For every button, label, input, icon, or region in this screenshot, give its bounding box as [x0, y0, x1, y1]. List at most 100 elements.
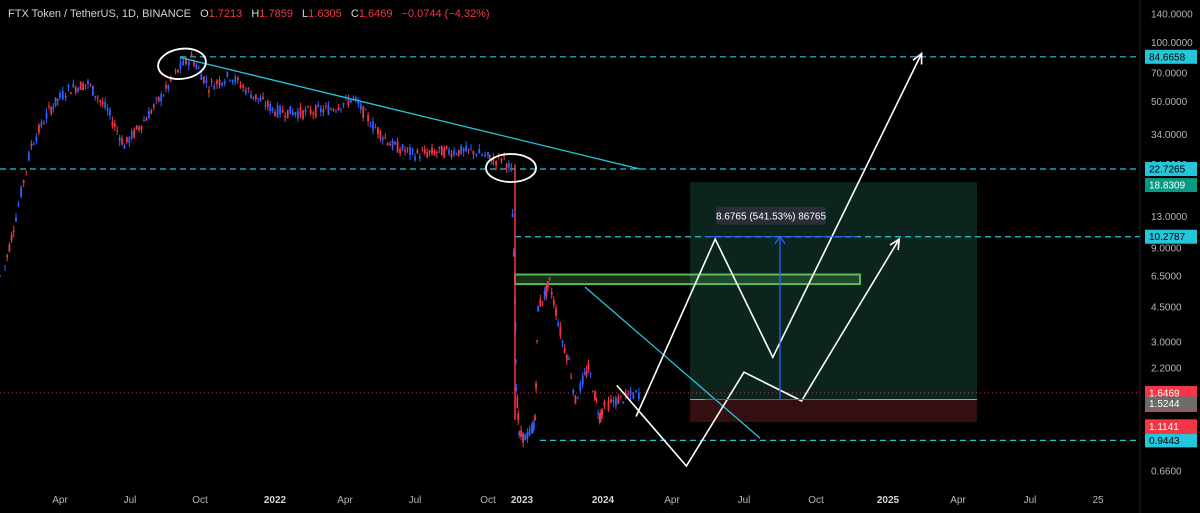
candle-body — [591, 391, 594, 392]
candle-body — [179, 62, 182, 69]
candle-body — [197, 67, 200, 69]
y-tick-label: 0.6600 — [1151, 466, 1182, 477]
candle-body — [262, 96, 264, 99]
candle-body — [462, 148, 465, 152]
candle-body — [109, 110, 111, 116]
candle-body — [185, 57, 187, 65]
stop-tag-bg — [1145, 419, 1197, 434]
x-tick-label: Apr — [664, 495, 680, 506]
candle-body — [490, 162, 493, 165]
candle-body — [472, 150, 475, 155]
candle-body — [512, 251, 515, 257]
projection-arrowhead-1 — [912, 51, 923, 65]
candle-body — [150, 110, 153, 114]
candle-body — [354, 97, 357, 100]
candle-body — [200, 74, 203, 81]
measure-label-bg — [716, 206, 826, 225]
candle-body — [152, 104, 155, 108]
candle-body — [279, 105, 281, 115]
candle-body — [399, 149, 401, 154]
candle-body — [167, 85, 170, 89]
candle-body — [312, 112, 315, 115]
candle-body — [629, 390, 632, 395]
resistance-box — [514, 273, 861, 286]
candle-body — [92, 85, 94, 96]
candle-body — [205, 80, 208, 83]
candle-body — [226, 71, 229, 77]
candle-body — [269, 103, 272, 112]
candle-body — [289, 106, 292, 115]
symbol-title: FTX Token / TetherUS, 1D, BINANCE — [8, 8, 191, 20]
candle-body — [104, 101, 107, 108]
extra-level-tag: 18.8309 — [1149, 181, 1186, 192]
candle-body — [438, 146, 441, 149]
candle-body — [531, 424, 534, 433]
candle-body — [307, 106, 309, 108]
candle-body — [0, 275, 1, 276]
candle-body — [547, 281, 549, 288]
x-tick-label: Oct — [808, 495, 824, 506]
candle-body — [460, 145, 463, 154]
candle-body — [234, 76, 237, 83]
candle-body — [579, 383, 582, 392]
candle-body — [563, 348, 566, 353]
candle-body — [367, 115, 369, 122]
candle-body — [445, 145, 448, 149]
candle-body — [59, 92, 61, 98]
candle-body — [319, 107, 322, 113]
y-tick-label: 140.0000 — [1151, 9, 1193, 20]
candle-body — [84, 84, 87, 86]
candle-body — [528, 428, 531, 436]
candle-body — [396, 141, 399, 153]
candle-body — [347, 99, 350, 106]
candle-body — [508, 163, 510, 168]
breakdown-level-tag-bg — [1145, 162, 1197, 177]
candle-body — [35, 136, 38, 142]
target-level-tag: 10.2787 — [1149, 232, 1186, 243]
candle-body — [524, 434, 527, 441]
last-price-tag: 1.6469 — [1149, 388, 1180, 399]
candle-body — [190, 53, 193, 57]
candle-body — [443, 147, 446, 158]
candle-body — [79, 82, 82, 90]
candle-body — [89, 84, 92, 86]
candle-body — [632, 393, 635, 399]
candle-body — [284, 115, 287, 118]
candle-body — [43, 123, 45, 125]
candle-body — [182, 60, 185, 66]
candle-body — [610, 399, 612, 403]
candle-body — [15, 217, 17, 222]
candle-body — [374, 127, 377, 129]
x-tick-label: 2023 — [511, 495, 534, 506]
candle-body — [530, 427, 533, 429]
candle-body — [314, 105, 317, 118]
candle-body — [215, 80, 218, 84]
bottom-level-tag-bg — [1145, 433, 1197, 448]
candle-body — [335, 110, 337, 112]
candle-body — [603, 401, 606, 406]
candle-body — [391, 140, 394, 149]
candle-body — [20, 187, 23, 197]
candle-body — [601, 410, 604, 416]
breakdown-level-tag: 22.7265 — [1149, 165, 1186, 176]
candle-body — [291, 111, 294, 116]
candle-body — [518, 431, 521, 436]
candle-body — [526, 432, 529, 440]
entry-tag-bg — [1145, 396, 1197, 411]
candle-body — [223, 81, 226, 84]
candle-body — [607, 400, 610, 410]
candle-body — [450, 153, 453, 157]
candle-body — [94, 96, 97, 98]
candle-body — [550, 291, 553, 296]
x-tick-label: Jul — [124, 495, 137, 506]
candle-body — [327, 105, 330, 115]
candle-body — [259, 98, 262, 102]
candle-body — [162, 95, 165, 97]
candle-body — [465, 145, 467, 152]
candle-body — [511, 213, 514, 218]
candle-body — [195, 65, 198, 69]
candle-body — [565, 354, 568, 361]
candle-body — [242, 85, 245, 88]
candle-body — [135, 125, 138, 130]
